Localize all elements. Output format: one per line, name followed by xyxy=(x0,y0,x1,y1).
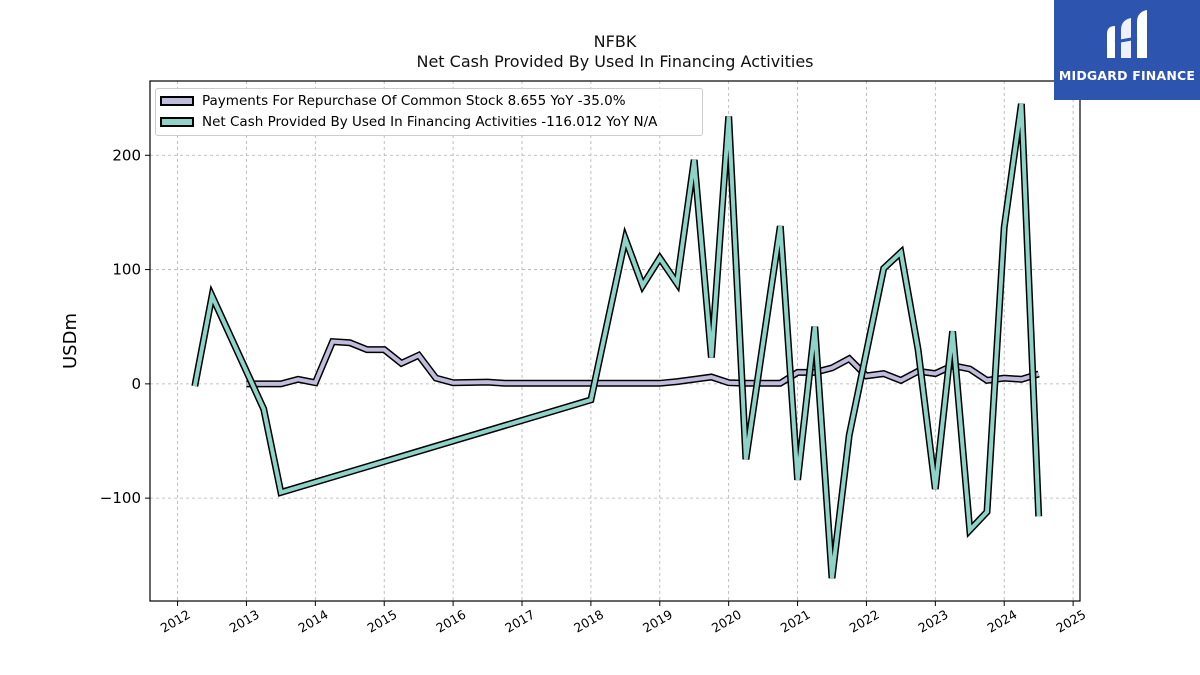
x-tick-label: 2019 xyxy=(640,607,675,636)
y-tick-label: −100 xyxy=(100,489,141,507)
chart-subtitle: Net Cash Provided By Used In Financing A… xyxy=(416,52,814,71)
x-tick-label: 2024 xyxy=(984,607,1019,636)
x-tick-label: 2023 xyxy=(916,607,951,636)
x-tick-label: 2015 xyxy=(364,607,399,636)
x-tick-label: 2020 xyxy=(709,607,744,636)
x-tick-label: 2025 xyxy=(1053,607,1088,636)
y-axis-label: USDm xyxy=(60,313,81,369)
x-tick-label: 2017 xyxy=(502,607,537,636)
x-tick-label: 2014 xyxy=(296,607,331,636)
logo-text: MIDGARD FINANCE xyxy=(1058,68,1196,83)
chart-title: NFBK xyxy=(593,32,637,51)
x-tick-label: 2013 xyxy=(227,607,262,636)
legend-label-repurchase: Payments For Repurchase Of Common Stock … xyxy=(202,93,626,109)
legend-swatch-repurchase xyxy=(160,96,194,106)
legend: Payments For Repurchase Of Common Stock … xyxy=(155,88,703,136)
plot-area xyxy=(150,81,1080,601)
x-tick-label: 2018 xyxy=(571,607,606,636)
y-tick-label: 100 xyxy=(112,261,141,279)
legend-item-financing: Net Cash Provided By Used In Financing A… xyxy=(160,112,657,132)
x-tick-label: 2016 xyxy=(433,607,468,636)
x-tick-label: 2012 xyxy=(158,607,193,636)
legend-swatch-financing xyxy=(160,117,194,127)
plot-frame xyxy=(149,80,1081,602)
x-tick-label: 2022 xyxy=(847,607,882,636)
legend-item-repurchase: Payments For Repurchase Of Common Stock … xyxy=(160,91,626,111)
logo-mark-icon xyxy=(1054,8,1200,72)
series-line-1 xyxy=(192,103,1041,579)
x-tick-label: 2021 xyxy=(778,607,813,636)
legend-label-financing: Net Cash Provided By Used In Financing A… xyxy=(202,114,658,130)
midgard-finance-logo: MIDGARD FINANCE xyxy=(1054,0,1200,100)
y-tick-label: 0 xyxy=(131,375,141,393)
y-tick-label: 200 xyxy=(112,146,141,164)
